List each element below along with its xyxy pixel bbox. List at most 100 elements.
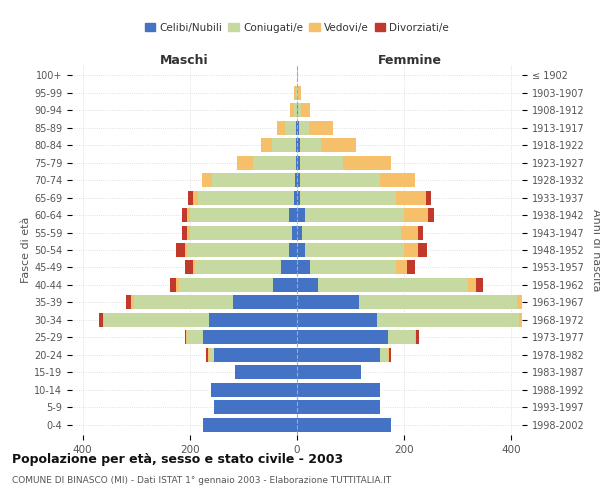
Text: Maschi: Maschi xyxy=(160,54,209,66)
Bar xyxy=(235,365,297,379)
Bar xyxy=(297,278,319,292)
Bar xyxy=(195,260,281,274)
Bar xyxy=(295,173,297,187)
Bar xyxy=(297,86,298,100)
Bar xyxy=(297,400,380,414)
Bar xyxy=(522,313,526,327)
Bar xyxy=(428,208,434,222)
Bar xyxy=(209,348,214,362)
Bar xyxy=(103,313,104,327)
Bar xyxy=(301,104,310,118)
Bar xyxy=(206,348,208,362)
Bar xyxy=(188,190,193,204)
Bar xyxy=(237,156,253,170)
Bar xyxy=(182,208,187,222)
Bar xyxy=(176,243,185,257)
Bar xyxy=(418,243,427,257)
Bar xyxy=(418,226,423,239)
Bar xyxy=(261,138,272,152)
Bar xyxy=(190,226,292,239)
Bar xyxy=(305,208,404,222)
Bar xyxy=(290,104,295,118)
Bar xyxy=(209,313,297,327)
Bar xyxy=(187,243,289,257)
Bar xyxy=(289,208,297,222)
Bar xyxy=(297,190,299,204)
Bar xyxy=(179,278,273,292)
Bar xyxy=(416,330,419,344)
Bar xyxy=(187,208,190,222)
Bar xyxy=(297,260,310,274)
Bar xyxy=(425,190,431,204)
Bar xyxy=(198,190,295,204)
Bar xyxy=(297,156,299,170)
Bar xyxy=(187,330,203,344)
Bar xyxy=(99,313,103,327)
Bar xyxy=(185,330,186,344)
Bar xyxy=(253,156,296,170)
Bar xyxy=(297,104,298,118)
Bar xyxy=(404,208,428,222)
Bar xyxy=(401,226,418,239)
Bar xyxy=(134,296,233,310)
Bar xyxy=(297,121,299,135)
Bar xyxy=(176,278,179,292)
Bar xyxy=(298,86,301,100)
Bar xyxy=(296,86,297,100)
Bar xyxy=(321,138,356,152)
Bar xyxy=(305,243,404,257)
Bar xyxy=(297,348,380,362)
Bar xyxy=(297,138,299,152)
Bar xyxy=(389,348,391,362)
Bar xyxy=(476,278,483,292)
Bar xyxy=(296,121,297,135)
Bar xyxy=(310,121,334,135)
Bar xyxy=(297,313,377,327)
Bar xyxy=(233,296,297,310)
Bar xyxy=(396,190,425,204)
Bar xyxy=(185,243,187,257)
Bar xyxy=(404,243,418,257)
Bar xyxy=(185,260,193,274)
Bar xyxy=(297,365,361,379)
Bar xyxy=(193,260,195,274)
Bar xyxy=(298,104,301,118)
Bar xyxy=(281,260,297,274)
Bar xyxy=(377,313,520,327)
Bar xyxy=(469,278,476,292)
Bar xyxy=(299,156,343,170)
Bar xyxy=(273,278,297,292)
Text: Femmine: Femmine xyxy=(377,54,442,66)
Bar xyxy=(125,296,131,310)
Bar xyxy=(292,226,297,239)
Bar xyxy=(522,296,530,310)
Text: Popolazione per età, sesso e stato civile - 2003: Popolazione per età, sesso e stato civil… xyxy=(12,452,343,466)
Bar xyxy=(297,226,302,239)
Bar xyxy=(208,348,209,362)
Bar xyxy=(203,418,297,432)
Bar xyxy=(296,156,297,170)
Bar xyxy=(193,190,198,204)
Bar xyxy=(407,260,415,274)
Bar xyxy=(415,330,416,344)
Bar xyxy=(297,418,391,432)
Bar xyxy=(520,313,522,327)
Bar xyxy=(272,138,296,152)
Bar xyxy=(202,173,212,187)
Bar xyxy=(285,121,296,135)
Bar xyxy=(295,86,296,100)
Bar xyxy=(186,330,187,344)
Y-axis label: Anni di nascita: Anni di nascita xyxy=(591,209,600,291)
Bar xyxy=(212,173,295,187)
Bar xyxy=(295,104,297,118)
Bar xyxy=(388,330,415,344)
Bar xyxy=(214,348,297,362)
Bar xyxy=(380,348,388,362)
Bar xyxy=(380,173,415,187)
Bar xyxy=(299,138,321,152)
Bar xyxy=(297,243,305,257)
Bar xyxy=(297,382,380,396)
Bar xyxy=(170,278,176,292)
Bar xyxy=(190,208,289,222)
Bar xyxy=(310,260,396,274)
